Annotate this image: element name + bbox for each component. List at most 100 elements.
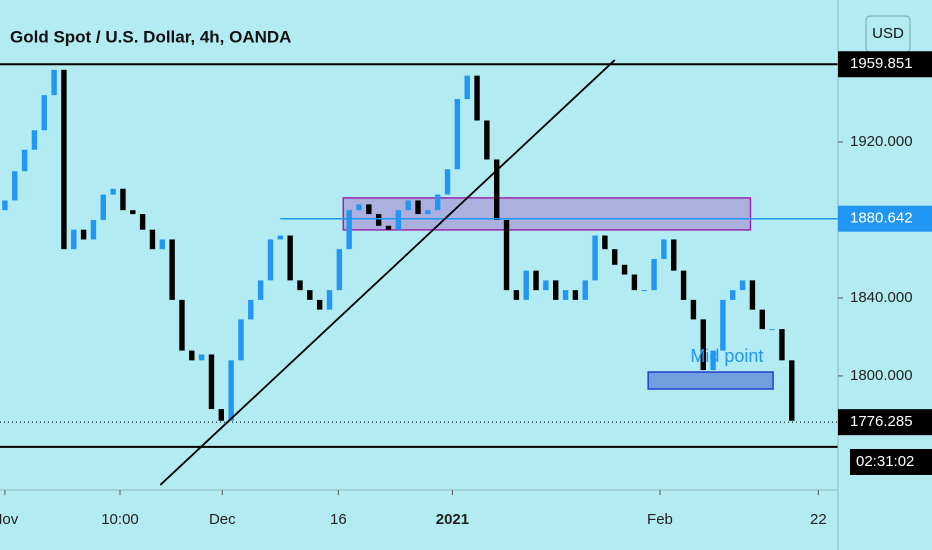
candle-body <box>523 270 529 300</box>
candle-body <box>759 309 765 330</box>
candle-body <box>169 239 175 300</box>
candle-body <box>159 239 165 250</box>
x-tick-label: 16 <box>330 511 347 528</box>
candle-body <box>61 69 67 250</box>
x-tick-label: 22 <box>810 511 827 528</box>
candle-body <box>493 159 500 220</box>
candle-body <box>434 194 441 211</box>
candle-body <box>602 235 608 250</box>
candle-body <box>739 280 746 291</box>
candle-body <box>248 299 254 320</box>
price-tag-label: 1776.285 <box>850 413 913 430</box>
candle-body <box>139 214 146 230</box>
x-tick-label: 10:00 <box>101 511 139 528</box>
candle-body <box>474 75 480 121</box>
candle-body <box>661 239 667 259</box>
trend-line <box>159 59 616 486</box>
candle-body <box>454 99 461 170</box>
countdown: 02:31:02 <box>856 453 914 470</box>
candle-body <box>218 409 225 421</box>
candle-body <box>307 290 313 300</box>
candle-body <box>41 95 47 131</box>
candle-body <box>179 299 185 351</box>
annotation: Mid point <box>690 346 763 366</box>
candle-body <box>612 249 618 265</box>
candle-body <box>464 75 470 100</box>
candle-body <box>130 210 136 215</box>
candle-body <box>51 69 57 96</box>
candle-body <box>651 258 657 291</box>
candle-body <box>385 225 392 230</box>
candle-body <box>149 229 156 250</box>
candle-body <box>641 290 647 292</box>
candle-body <box>21 149 28 172</box>
candle-body <box>326 290 333 310</box>
candle-body <box>208 354 215 410</box>
candle-body <box>720 299 726 351</box>
mid-box <box>647 371 774 390</box>
price-tag <box>838 409 932 436</box>
candle-body <box>277 235 284 240</box>
price-tag <box>838 51 932 78</box>
candle-body <box>80 229 87 240</box>
candle-body <box>769 329 775 331</box>
candle-body <box>267 239 274 281</box>
candle-body <box>582 280 588 300</box>
candle-body <box>31 130 38 150</box>
candle-body <box>71 229 77 250</box>
candle-body <box>671 239 677 271</box>
candle-body <box>592 235 598 281</box>
candle-body <box>395 210 402 230</box>
candle-body <box>405 200 411 211</box>
candle-body <box>189 350 195 361</box>
candle-body <box>297 280 303 291</box>
candle-body <box>730 290 736 300</box>
candle-body <box>690 299 697 320</box>
candle-body <box>700 319 706 371</box>
candle-body <box>356 204 362 211</box>
candle-body <box>572 290 579 300</box>
candle-body <box>425 210 431 215</box>
candle-body <box>90 219 97 240</box>
candle-body <box>12 171 18 201</box>
candle-body <box>779 329 785 361</box>
price-tag-label: 1959.851 <box>850 55 913 72</box>
candle-body <box>257 280 264 300</box>
candle-body <box>366 204 372 215</box>
candle-body <box>484 120 490 160</box>
candle-body <box>2 200 8 211</box>
candle-body <box>631 274 638 291</box>
x-tick-label: Feb <box>647 511 673 528</box>
y-tick-label: 1840.000 <box>850 289 913 306</box>
candle-body <box>503 219 510 291</box>
candle-body <box>710 350 716 371</box>
candle-body <box>749 280 756 310</box>
candle-body <box>316 299 323 310</box>
price-tag-label: 1880.642 <box>850 210 913 227</box>
candle-body <box>375 214 382 226</box>
candle-body <box>621 264 628 275</box>
candle-body <box>543 280 549 291</box>
candle-body <box>238 319 244 361</box>
price-tag <box>838 205 932 232</box>
zone <box>342 197 752 231</box>
candle-body <box>287 235 293 281</box>
candle-body <box>562 290 569 300</box>
candle-body <box>513 290 520 300</box>
candle-body <box>789 360 795 421</box>
candle-body <box>120 188 126 211</box>
y-tick-label: 1920.000 <box>850 133 913 150</box>
candle-body <box>228 360 234 421</box>
currency-label[interactable]: USD <box>872 25 904 42</box>
candle-body <box>110 188 116 195</box>
candle-body <box>680 270 687 300</box>
candle-body <box>100 194 106 220</box>
countdown-tag <box>850 449 932 475</box>
candle-body <box>198 354 205 361</box>
x-tick-label: 2021 <box>436 511 469 528</box>
candle-body <box>346 210 352 250</box>
chart-title: Gold Spot / U.S. Dollar, 4h, OANDA <box>10 27 291 46</box>
candle-body <box>553 280 559 300</box>
candle-body <box>533 270 539 291</box>
